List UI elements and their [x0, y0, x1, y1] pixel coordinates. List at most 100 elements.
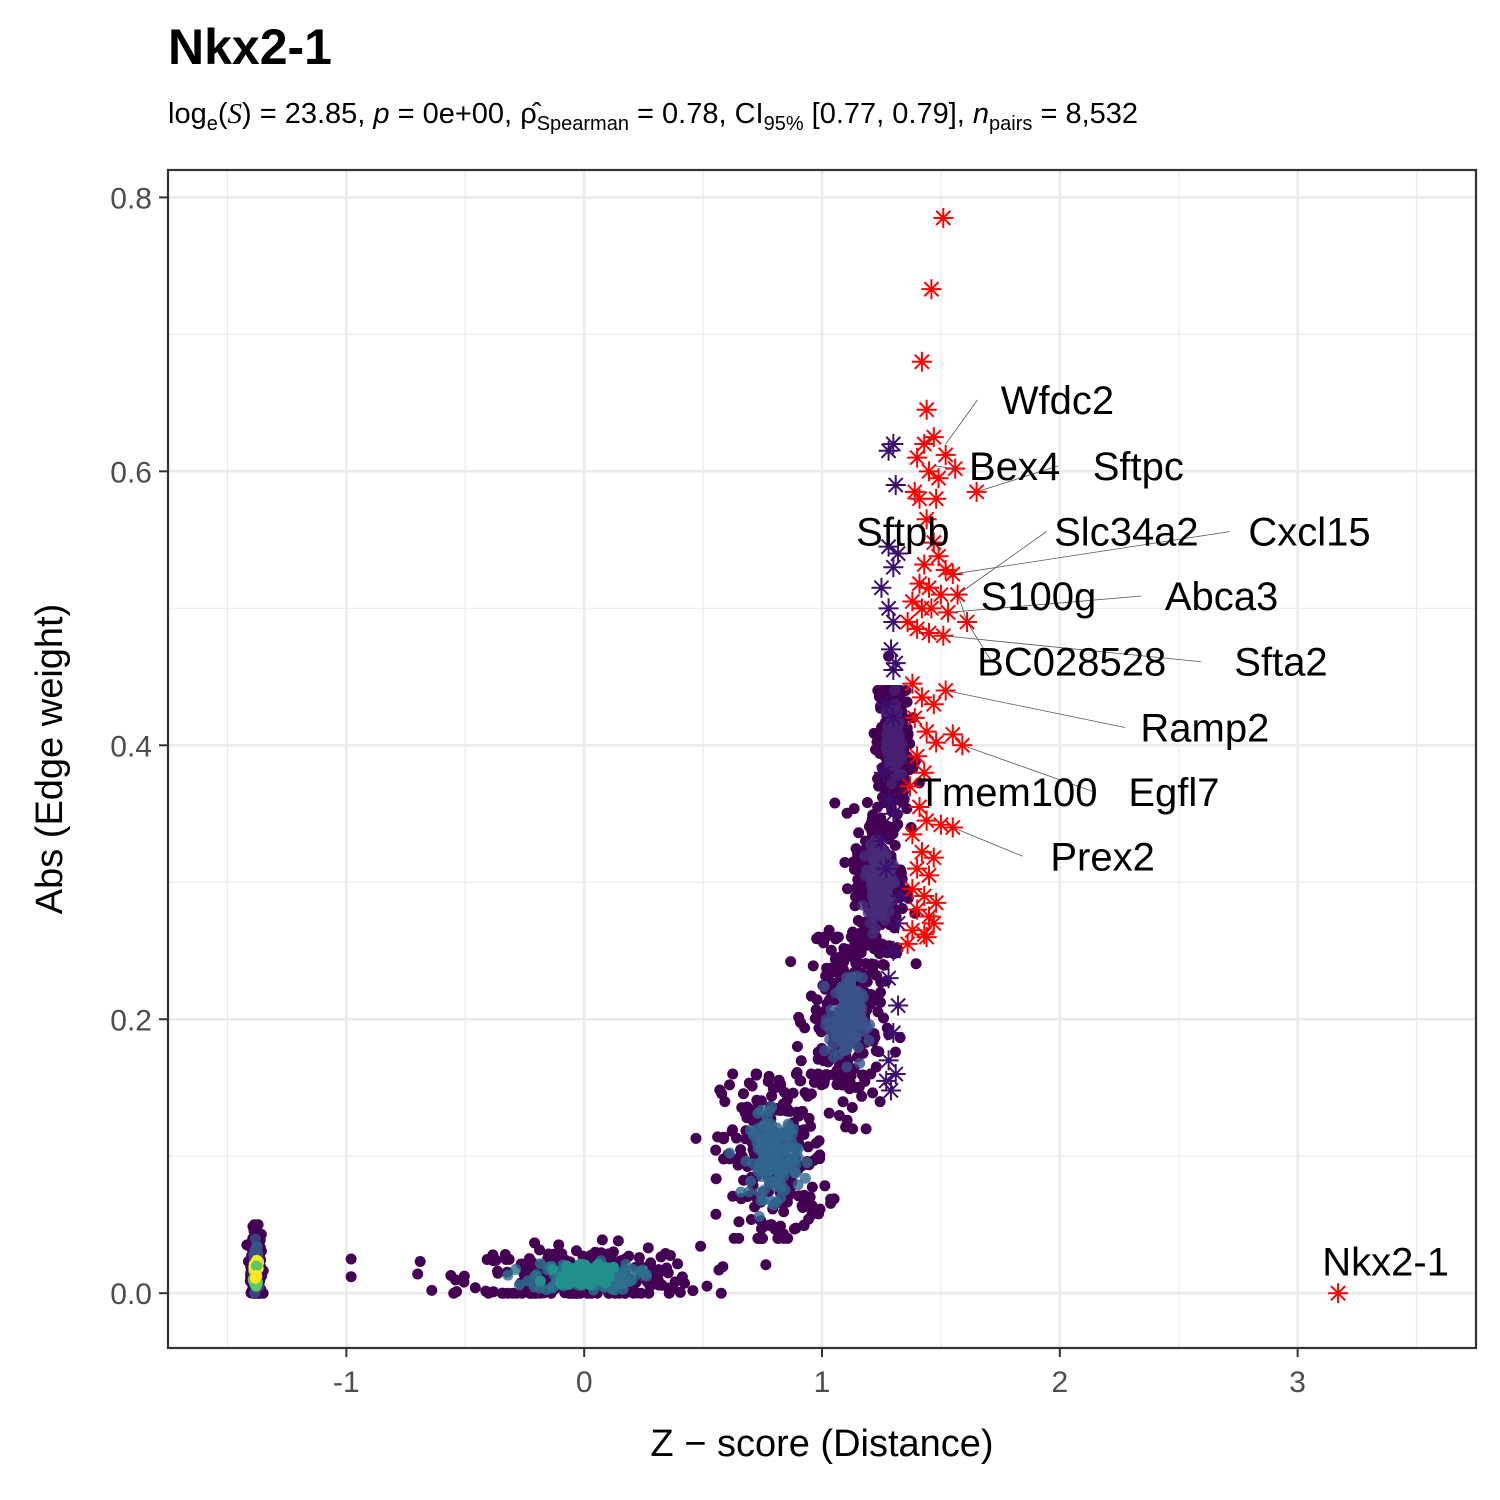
- scatter-point: [901, 803, 913, 815]
- scatter-point: [807, 960, 819, 972]
- subtitle-log-var: S: [227, 98, 243, 130]
- scatter-point: [735, 1144, 747, 1156]
- scatter-point: [795, 1055, 807, 1067]
- scatter-point: [445, 1269, 457, 1281]
- label-leader-lines: [934, 399, 1230, 857]
- star-marker-dark: [871, 577, 892, 598]
- scatter-point: [761, 1133, 773, 1145]
- star-stroke: [930, 548, 947, 565]
- star-stroke: [883, 641, 899, 658]
- scatter-point: [642, 1242, 654, 1254]
- scatter-point: [733, 1216, 745, 1228]
- star-stroke: [911, 575, 928, 592]
- star-marker-dark: [885, 1064, 906, 1085]
- star-stroke: [885, 1025, 902, 1041]
- scatter-point: [793, 1011, 805, 1023]
- scatter-point: [838, 942, 850, 954]
- leader-line: [945, 690, 1125, 728]
- subtitle-ci-sub: 95%: [763, 113, 804, 135]
- scatter-point: [497, 1287, 509, 1299]
- scatter-point: [861, 797, 873, 809]
- scatter-point: [771, 1122, 783, 1134]
- scatter-point: [850, 843, 862, 855]
- scatter-point: [714, 1084, 726, 1096]
- scatter-point: [596, 1234, 608, 1246]
- y-tick-label: 0.6: [110, 456, 152, 489]
- star-marker-dark: [878, 968, 899, 989]
- scatter-point: [830, 933, 842, 945]
- star-marker-dark: [876, 1070, 897, 1091]
- star-marker-red: [942, 724, 963, 745]
- scatter-point: [877, 958, 889, 970]
- scatter-point: [856, 1090, 868, 1102]
- star-marker-red: [933, 207, 954, 228]
- star-stroke: [928, 895, 944, 911]
- scatter-point: [836, 981, 848, 993]
- scatter-point: [690, 1132, 702, 1144]
- star-marker-red: [926, 892, 947, 913]
- scatter-point: [874, 986, 886, 998]
- scatter-point: [853, 827, 865, 839]
- scatter-point: [574, 1264, 586, 1276]
- point-label: Ramp2: [1140, 706, 1269, 750]
- star-stroke: [921, 625, 937, 641]
- star-marker-red: [923, 427, 944, 448]
- scatter-point: [865, 938, 877, 950]
- star-stroke: [1330, 1285, 1346, 1301]
- scatter-point: [864, 917, 876, 929]
- scatter-point: [761, 1145, 773, 1157]
- star-stroke: [887, 1066, 904, 1082]
- subtitle-log-prefix: log: [168, 98, 207, 130]
- star-marker-red: [919, 865, 940, 886]
- y-tick-label: 0.8: [110, 182, 152, 215]
- scatter-point: [791, 1067, 803, 1079]
- scatter-point: [843, 1014, 855, 1026]
- scatter-point: [777, 1130, 789, 1142]
- scatter-point: [426, 1284, 438, 1296]
- scatter-point: [730, 1132, 742, 1144]
- y-axis-label: Abs (Edge weight): [29, 604, 71, 915]
- star-stroke: [925, 915, 942, 932]
- scatter-point: [736, 1102, 748, 1114]
- axes: -1 0 1 2 3 0.0 0.2 0.4 0.6 0.8: [110, 182, 1306, 1399]
- star-marker-dark: [888, 543, 909, 564]
- scatter-point: [737, 1088, 749, 1100]
- star-stroke: [909, 621, 925, 637]
- star-marker-red: [907, 899, 928, 920]
- scatter-point: [857, 1015, 869, 1027]
- subtitle-ci-value: [0.77, 0.79],: [803, 98, 973, 130]
- scatter-point: [599, 1262, 611, 1274]
- point-label: Sftpc: [1093, 445, 1184, 489]
- scatter-point: [847, 926, 859, 938]
- scatter-point: [724, 1147, 736, 1159]
- star-stroke: [906, 484, 923, 500]
- star-stroke: [883, 1082, 899, 1099]
- point-label: Sftpb: [856, 511, 949, 555]
- scatter-point: [889, 685, 901, 697]
- star-stroke: [918, 812, 935, 829]
- star-stroke: [925, 849, 942, 866]
- star-marker-red: [902, 824, 923, 845]
- scatter-point: [251, 1260, 263, 1272]
- scatter-point: [778, 1232, 790, 1244]
- scatter-point: [755, 1232, 767, 1244]
- scatter-point: [841, 1061, 853, 1073]
- scatter-point: [799, 1087, 811, 1099]
- scatter-point: [866, 883, 878, 895]
- scatter-point: [820, 970, 832, 982]
- scatter-point: [743, 1186, 755, 1198]
- scatter-point: [893, 732, 905, 744]
- scatter-point: [567, 1287, 579, 1299]
- star-stroke: [937, 562, 954, 578]
- star-marker-dark: [883, 707, 904, 728]
- leader-line: [976, 465, 1059, 493]
- scatter-point: [870, 861, 882, 873]
- star-stroke: [902, 778, 918, 795]
- subtitle-n-sub: pairs: [989, 113, 1033, 135]
- scatter-point: [710, 1144, 722, 1156]
- scatter-point: [831, 1014, 843, 1026]
- scatter-point: [754, 1133, 766, 1145]
- star-marker-dark: [883, 557, 904, 578]
- star-stroke: [904, 881, 921, 897]
- star-marker-red: [916, 399, 937, 420]
